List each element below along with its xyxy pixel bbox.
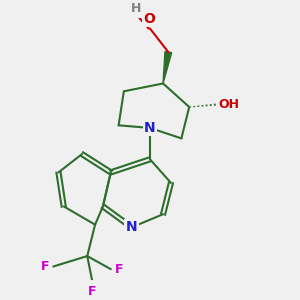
Text: N: N xyxy=(144,121,156,135)
Text: H: H xyxy=(130,2,141,16)
Text: F: F xyxy=(115,262,123,276)
Text: OH: OH xyxy=(218,98,239,111)
Text: F: F xyxy=(88,285,97,298)
Text: F: F xyxy=(41,260,49,273)
Text: N: N xyxy=(126,220,137,234)
Text: O: O xyxy=(143,12,154,26)
Polygon shape xyxy=(163,52,172,83)
